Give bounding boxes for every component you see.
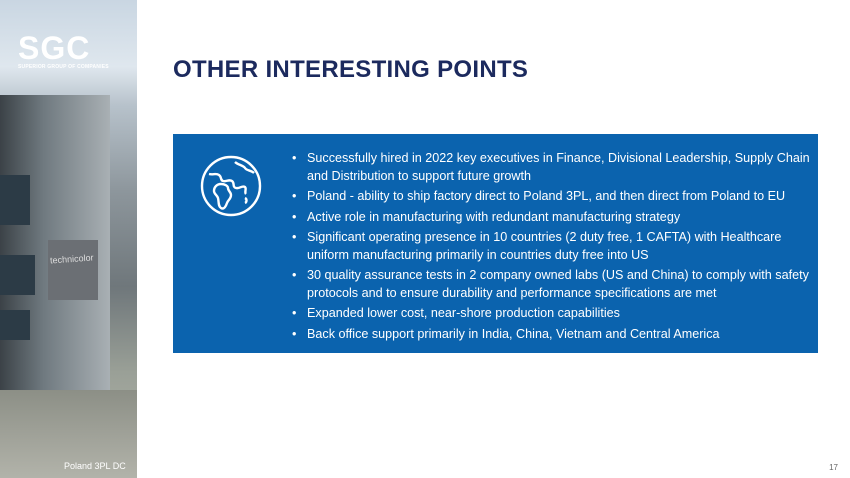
list-item: Back office support primarily in India, … (292, 326, 812, 344)
list-item: Expanded lower cost, near-shore producti… (292, 305, 812, 323)
list-item: Successfully hired in 2022 key executive… (292, 150, 812, 185)
building-photo: technicolor SGC SUPERIOR GROUP OF COMPAN… (0, 0, 137, 478)
info-panel: Successfully hired in 2022 key executive… (173, 134, 818, 353)
building-sign: technicolor (48, 240, 98, 300)
page-number: 17 (829, 463, 838, 472)
photo-caption: Poland 3PL DC (64, 461, 126, 471)
list-item: 30 quality assurance tests in 2 company … (292, 267, 812, 302)
page-title: OTHER INTERESTING POINTS (173, 56, 529, 83)
list-item: Poland - ability to ship factory direct … (292, 188, 812, 206)
ground (0, 390, 137, 478)
sgc-logo: SGC SUPERIOR GROUP OF COMPANIES (18, 30, 109, 70)
list-item: Active role in manufacturing with redund… (292, 209, 812, 227)
globe-icon (200, 155, 262, 217)
list-item: Significant operating presence in 10 cou… (292, 229, 812, 264)
bullet-list: Successfully hired in 2022 key executive… (292, 150, 812, 346)
